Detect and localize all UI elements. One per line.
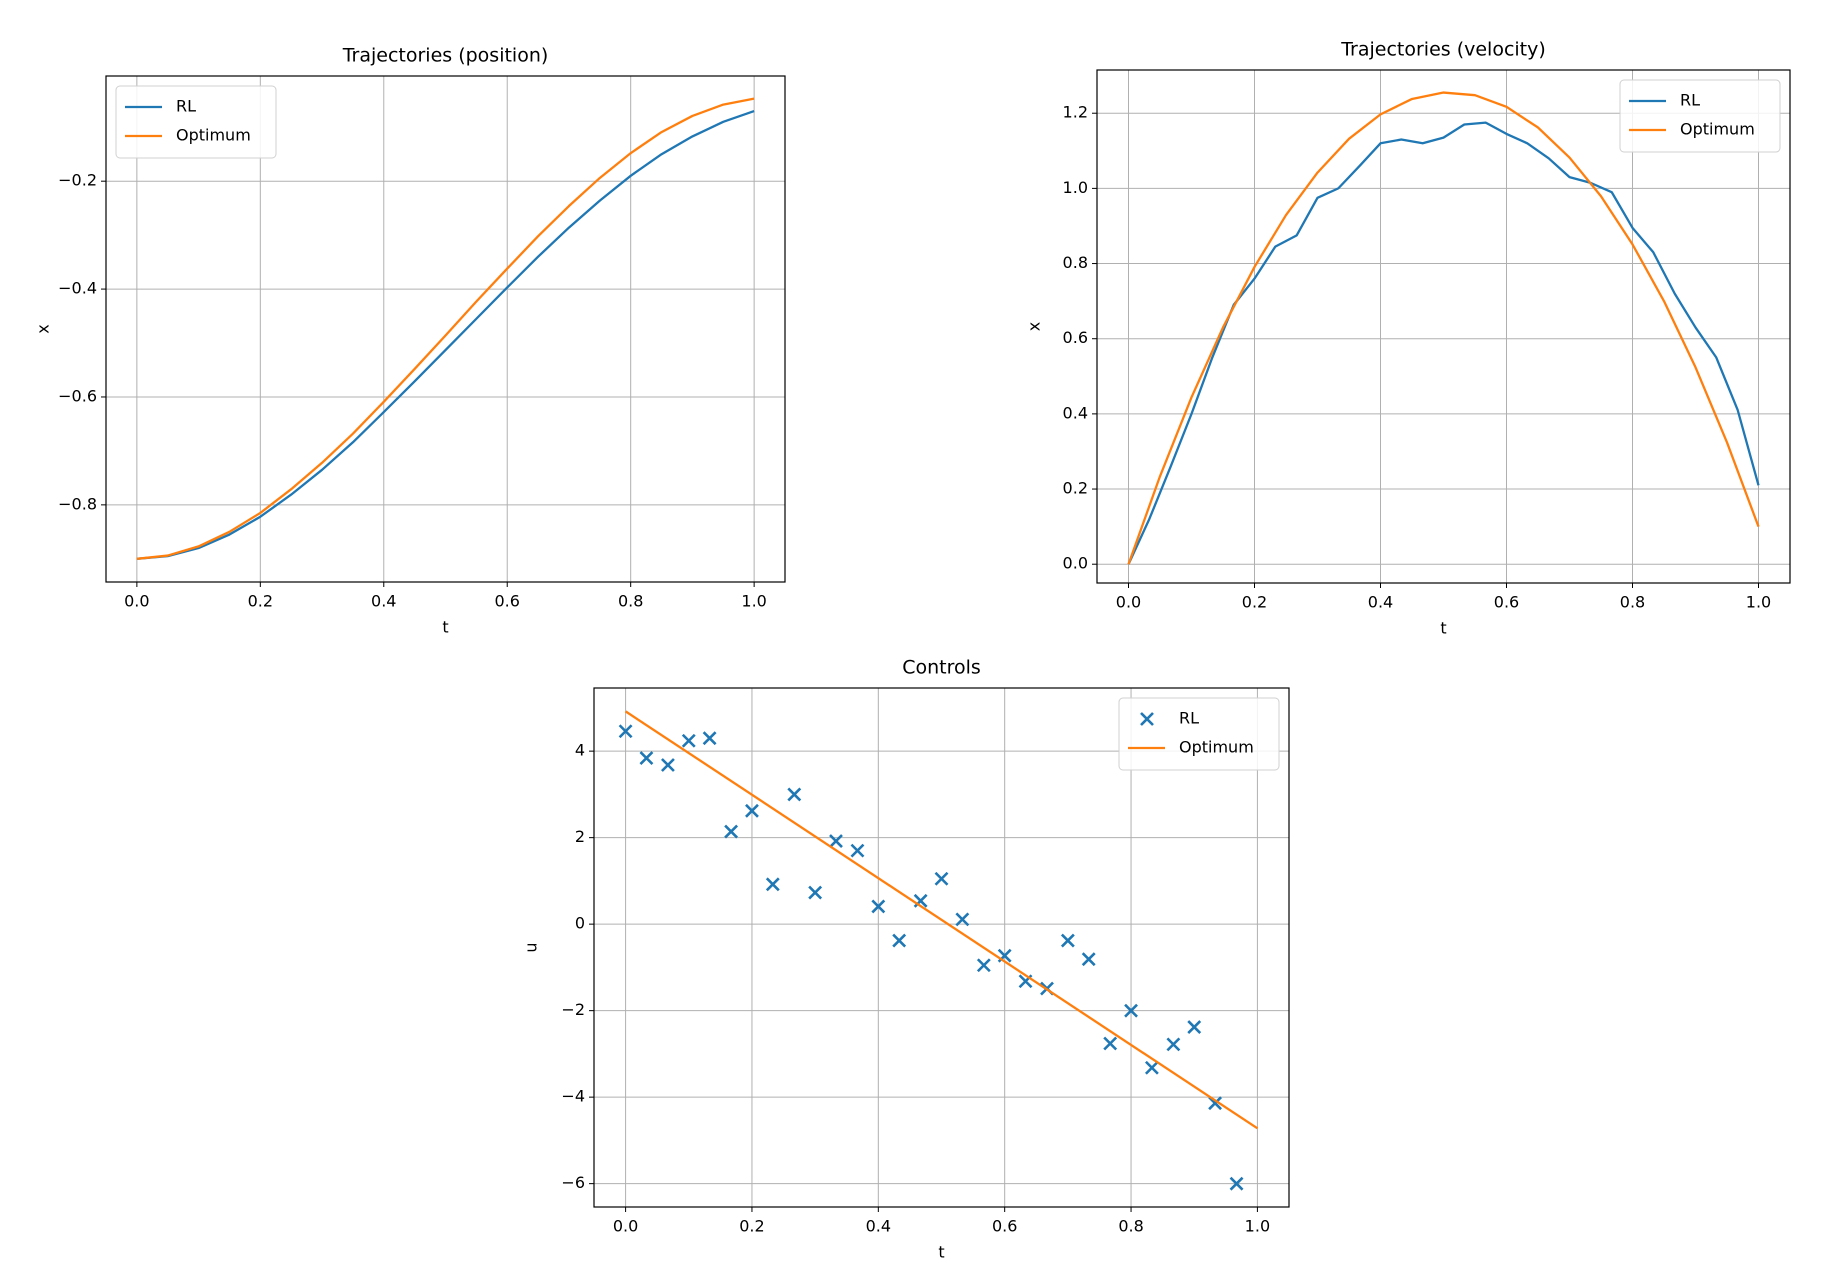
y-axis-label: u: [522, 942, 541, 952]
scatter-point: [702, 731, 717, 746]
x-tick-label: 0.6: [1494, 593, 1519, 612]
scatter-point: [871, 899, 886, 914]
y-tick-label: 0: [575, 914, 585, 933]
data-line: [136, 109, 755, 560]
scatter-point: [808, 885, 823, 900]
legend-box: [1619, 79, 1781, 153]
legend-marker: [1140, 712, 1154, 726]
scatter-point: [829, 834, 843, 849]
x-tick-label: 0.0: [124, 592, 149, 611]
legend-label: RL: [1680, 91, 1700, 110]
x-tick-label: 0.8: [618, 592, 643, 611]
x-tick-label: 0.2: [248, 592, 273, 611]
subplot: 0.0 0.2 0.4 0.6 0.8 1.0 −6 −4 −2 0 2 4 Controls t u RL O…: [522, 657, 1290, 1262]
y-tick-label: 0.8: [1063, 253, 1088, 272]
legend: RL Optimum: [115, 85, 277, 159]
y-tick-label: 0.0: [1063, 554, 1088, 573]
legend-label: RL: [1179, 709, 1199, 728]
y-tick-label: 0.6: [1063, 328, 1088, 347]
y-tick-label: 0.4: [1063, 403, 1088, 422]
x-axis-label: t: [1440, 619, 1446, 638]
scatter-point: [1187, 1020, 1202, 1034]
legend-box: [1118, 697, 1280, 771]
scatter-point: [1229, 1176, 1244, 1191]
plot-area: [1097, 70, 1790, 583]
x-tick-label: 0.0: [1116, 593, 1141, 612]
x-tick-label: 0.0: [613, 1217, 638, 1236]
scatter-point: [976, 958, 991, 973]
y-tick-label: 1.2: [1063, 103, 1088, 122]
y-tick-label: −0.6: [58, 386, 97, 405]
legend-label: Optimum: [1680, 120, 1755, 139]
x-tick-label: 1.0: [741, 592, 766, 611]
data-line: [136, 97, 755, 560]
scatter-point: [850, 843, 865, 858]
legend-box: [115, 85, 277, 159]
x-tick-label: 1.0: [1746, 593, 1771, 612]
y-tick-label: −0.8: [58, 494, 97, 513]
scatter-point: [1166, 1037, 1181, 1052]
plot-area: [594, 688, 1289, 1207]
axes-frame: [593, 687, 1290, 1208]
scatter-point: [745, 803, 759, 818]
x-axis-label: t: [938, 1243, 944, 1262]
data-line: [1127, 91, 1760, 565]
scatter-point: [618, 724, 633, 739]
y-tick-label: 1.0: [1063, 178, 1088, 197]
scatter-point: [1124, 1003, 1138, 1018]
legend: RL Optimum: [1118, 697, 1280, 771]
chart-title: Trajectories (velocity): [1340, 39, 1546, 61]
x-tick-label: 0.6: [495, 592, 520, 611]
axes-frame: [105, 75, 786, 583]
x-tick-label: 0.6: [992, 1217, 1017, 1236]
scatter-point: [892, 933, 907, 948]
y-tick-label: 2: [575, 827, 585, 846]
x-axis-label: t: [442, 618, 448, 637]
x-tick-label: 0.2: [739, 1217, 764, 1236]
legend-label: RL: [176, 97, 196, 116]
scatter-point: [934, 871, 949, 886]
y-tick-label: 4: [575, 741, 585, 760]
subplot: 0.0 0.2 0.4 0.6 0.8 1.0 −0.8 −0.6 −0.4 −0.2 Trajec…: [34, 45, 786, 637]
legend: RL Optimum: [1619, 79, 1781, 153]
y-tick-label: −4: [561, 1087, 585, 1106]
axes-frame: [1096, 69, 1791, 584]
x-tick-label: 0.8: [1620, 593, 1645, 612]
y-tick-label: −0.4: [58, 279, 97, 298]
x-tick-label: 1.0: [1245, 1217, 1270, 1236]
plot-area: [106, 76, 785, 582]
scatter-point: [787, 787, 802, 802]
scatter-point: [1144, 1060, 1159, 1075]
y-tick-label: −6: [561, 1173, 585, 1192]
scatter-point: [765, 877, 780, 892]
chart-title: Trajectories (position): [342, 45, 549, 67]
data-line: [624, 710, 1259, 1130]
y-tick-label: −2: [561, 1000, 585, 1019]
scatter-point: [955, 912, 970, 927]
x-tick-label: 0.4: [866, 1217, 891, 1236]
scatter-point: [661, 758, 675, 772]
scatter-point: [1081, 952, 1096, 967]
scatter-point: [681, 733, 696, 748]
scatter-point: [639, 751, 654, 765]
chart-title: Controls: [902, 657, 981, 679]
y-axis-label: x: [34, 324, 53, 333]
y-tick-label: −0.2: [58, 171, 97, 190]
scatter-point: [1060, 933, 1075, 948]
scatter-point: [1208, 1096, 1222, 1111]
y-tick-label: 0.2: [1063, 479, 1088, 498]
y-axis-label: x: [1025, 322, 1044, 331]
scatter-point: [724, 824, 739, 839]
scatter-point: [1103, 1036, 1118, 1051]
x-tick-label: 0.8: [1118, 1217, 1143, 1236]
x-tick-label: 0.2: [1242, 593, 1267, 612]
legend-label: Optimum: [1179, 738, 1254, 757]
subplot: 0.0 0.2 0.4 0.6 0.8 1.0 0.0 0.2 0.4 0.6 0.8 1.0 1.2 T…: [1025, 39, 1791, 638]
x-tick-label: 0.4: [371, 592, 396, 611]
x-tick-label: 0.4: [1368, 593, 1393, 612]
legend-label: Optimum: [176, 126, 251, 145]
